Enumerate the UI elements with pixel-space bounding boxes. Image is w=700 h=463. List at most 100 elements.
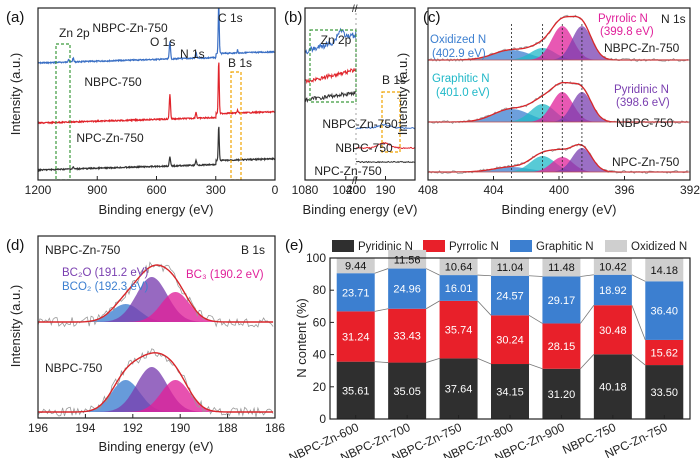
series-label-b-nbpc-zn-750: NBPC-Zn-750 [322,117,398,131]
connector-line [374,268,389,274]
bar-segment-oxidized-n [593,258,632,275]
bar-value-label: 10.64 [445,262,473,274]
bar-segment-pyridinic-n [542,368,581,419]
x-tick-label-d: 188 [218,421,238,435]
peak-label-bc3: BC₃ (190.2 eV) [186,269,264,281]
bar-segment-oxidized-n [645,258,684,282]
panel-a-ylabel: Intensity (a.u.) [8,53,23,135]
panel-b-label: (b) [284,9,302,26]
bar-segment-pyrrolic-n [593,305,632,355]
connector-line [631,305,646,341]
legend-label-graphitic-n: Graphitic N [536,241,594,253]
legend-swatch-pyridinic-n [332,240,354,252]
component-c-1-0 [428,109,690,122]
bar-segment-pyrrolic-n [336,311,375,362]
bar-segment-graphitic-n [336,273,375,312]
x-tick-label-b: 1080 [292,183,319,197]
panel-b-frame [304,7,416,181]
x-tick-label-d: 196 [28,421,48,435]
x-tick-label-c: 400 [549,183,569,197]
bar-segment-pyrrolic-n [491,315,529,365]
bar-segment-pyridinic-n [593,354,632,419]
spectrum-b-b-2 [356,160,415,164]
bar-value-label: 37.64 [445,384,473,396]
spectrum-b-b-1 [355,141,415,150]
spectrum-a-nbpc-750 [38,62,275,125]
bar-segment-graphitic-n [593,274,632,306]
x-tick-label-d: 190 [170,421,190,435]
bar-segment-oxidized-n [491,258,529,276]
annotation-n-1s: N 1s [180,47,205,61]
highlight-box-b-zn [309,29,357,103]
bar-segment-graphitic-n [439,275,478,301]
bar-value-label: 34.15 [496,387,524,399]
panel-a-xlabel: Binding energy (eV) [99,202,214,217]
spectrum-a-nbpc-zn-750 [38,8,275,65]
bar-value-label: 35.61 [342,385,370,397]
series-label-d-nbpc-zn-750: NBPC-Zn-750 [45,243,121,257]
bar-value-label: 10.42 [599,261,627,273]
legend-label-pyrrolic-n: Pyrrolic N [449,241,499,253]
legend-swatch-pyrrolic-n [423,240,445,252]
connector-line [477,300,492,316]
component-c-2-2 [428,157,690,172]
panel-c-ylabel: Intensity (a.u.) [395,53,410,135]
component-d-0-2 [38,292,275,322]
bar-value-label: 15.62 [651,347,679,359]
connector-line [374,308,389,312]
connector-line [580,304,595,324]
peak-pos-oxidized-n: (402.9 eV) [432,48,486,60]
x-tick-label-d: 194 [75,421,95,435]
connector-line [580,274,594,277]
panel-c-title: N 1s [661,12,686,26]
panel-a-label: (a) [6,9,24,26]
bar-segment-oxidized-n [336,258,375,274]
bar-segment-pyrrolic-n [388,308,427,363]
bar-value-label: 14.18 [651,265,679,277]
component-c-0-0 [428,50,690,60]
series-label-b-npc-zn-750: NPC-Zn-750 [314,164,382,178]
component-d-1-2 [38,380,275,412]
bar-value-label: 36.40 [651,306,679,318]
panel-d-xlabel: Binding energy (eV) [99,439,214,454]
bar-value-label: 40.18 [599,382,627,394]
series-label-d-nbpc-750: NBPC-750 [45,361,103,375]
peak-label-bc2o: BC₂O (191.2 eV) [62,267,148,279]
panel-b: (b) Zn 2p B 1s NBPC-Zn-750 NBPC-750 NPC-… [284,4,417,217]
spectrum-b-zn-2 [305,91,356,103]
annotation-b-1s-b: B 1s [382,73,406,87]
panel-d: (d) B 1s NBPC-Zn-750 NBPC-750 BC₂O (191.… [6,235,285,454]
bar-segment-pyrrolic-n [439,300,478,359]
bar-value-label: 24.96 [393,284,421,296]
bar-value-label: 23.71 [342,287,370,299]
peak-label-pyridinic-n: Pyridinic N [614,84,669,96]
y-tick-label-e: 40 [313,348,327,362]
spectrum-b-b-0 [355,123,415,130]
y-tick-label-e: 20 [313,380,327,394]
bar-value-label: 11.56 [394,254,421,266]
x-tick-label-d: 186 [265,421,285,435]
axis-break-mark-bottom: // [352,176,358,187]
peak-pos-pyridinic-n: (398.6 eV) [616,97,670,109]
component-d-0-0 [38,277,275,322]
y-tick-label-e: 0 [319,412,326,426]
component-c-0-2 [428,26,690,60]
bar-value-label: 31.24 [342,332,370,344]
bar-value-label: 11.04 [497,262,524,274]
x-tick-label-d: 192 [123,421,143,435]
connector-line [374,361,389,363]
y-tick-label-e: 100 [306,251,326,265]
connector-line [477,358,492,365]
connector-line [425,268,440,276]
bar-value-label: 9.44 [345,261,366,273]
x-tick-label-a: 1200 [25,183,52,197]
panel-c: (c) N 1s Oxidized N (402.9 eV) Graphitic… [395,7,700,217]
bar-value-label: 33.43 [393,331,421,343]
x-tick-label-a: 0 [272,183,279,197]
bar-segment-oxidized-n [542,258,581,277]
component-c-1-2 [428,92,690,122]
bar-segment-pyridinic-n [388,362,427,419]
bar-segment-pyrrolic-n [645,339,684,366]
x-tick-label-a: 900 [87,183,107,197]
